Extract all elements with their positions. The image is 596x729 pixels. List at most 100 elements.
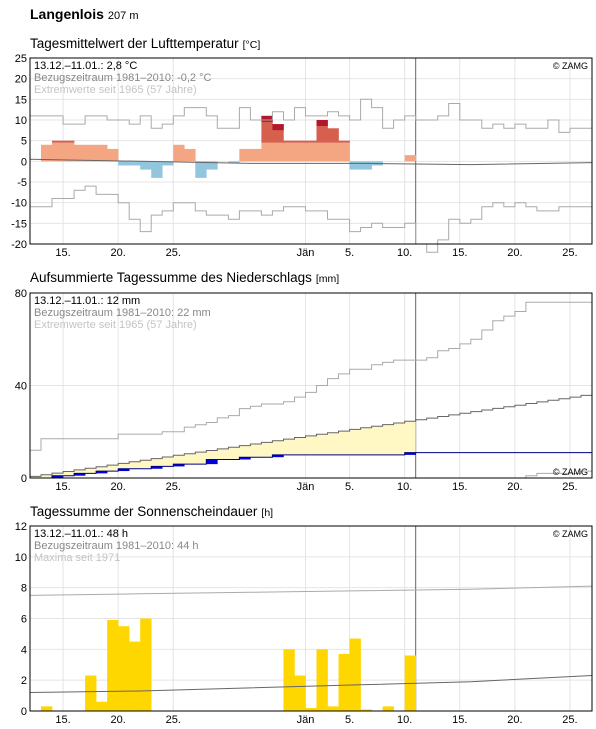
sunshine-xtick-label: 25. bbox=[166, 714, 181, 726]
temperature-bar-high bbox=[63, 140, 75, 143]
temperature-ytick-label: 15 bbox=[15, 94, 27, 106]
temperature-bar-high bbox=[316, 120, 328, 143]
precipitation-info-extremes: Extremwerte seit 1965 (57 Jahre) bbox=[34, 319, 197, 331]
precipitation-ytick-label: 0 bbox=[21, 473, 27, 485]
temperature-ytick-label: -5 bbox=[17, 177, 27, 189]
sunshine-xtick-label: 5. bbox=[345, 714, 354, 726]
station-header: Langenlois 207 m bbox=[30, 6, 138, 22]
precipitation-ytick-label: 40 bbox=[15, 381, 27, 393]
sunshine-chart-title: Tagessumme der Sonnenscheindauer [h] bbox=[30, 504, 273, 519]
station-name: Langenlois bbox=[30, 6, 104, 22]
temperature-info-extremes: Extremwerte seit 1965 (57 Jahre) bbox=[34, 84, 197, 96]
sunshine-bar bbox=[349, 638, 361, 711]
temperature-bar-high bbox=[327, 128, 339, 143]
precipitation-increment bbox=[74, 473, 86, 476]
sunshine-ytick-label: 2 bbox=[21, 675, 27, 687]
temperature-bar bbox=[96, 144, 108, 162]
temperature-ytick-label: -20 bbox=[11, 239, 27, 251]
precipitation-increment bbox=[96, 471, 108, 474]
sunshine-bar bbox=[85, 675, 97, 711]
temperature-bar-high bbox=[283, 140, 295, 143]
temperature-bar-high bbox=[52, 140, 64, 143]
sunshine-normal-line bbox=[29, 675, 593, 693]
temperature-bar-below bbox=[195, 161, 207, 178]
sunshine-bar bbox=[294, 675, 306, 711]
temperature-bar-high bbox=[272, 124, 284, 143]
temperature-ytick-label: 20 bbox=[15, 74, 27, 86]
temperature-bar bbox=[338, 142, 350, 162]
precipitation-min-line bbox=[30, 470, 592, 479]
sunshine-title-text: Tagessumme der Sonnenscheindauer bbox=[30, 504, 258, 519]
sunshine-xtick-label: 15. bbox=[55, 714, 70, 726]
precipitation-increment bbox=[239, 457, 251, 460]
sunshine-bar bbox=[338, 653, 350, 711]
temperature-xtick-label: 10. bbox=[397, 247, 412, 259]
sunshine-credit: © ZAMG bbox=[553, 529, 588, 539]
sunshine-xtick-label: 15. bbox=[452, 714, 467, 726]
precipitation-normal-line bbox=[30, 393, 593, 477]
precipitation-xtick-label: 10. bbox=[397, 481, 412, 493]
temperature-xtick-label: 25. bbox=[166, 247, 181, 259]
sunshine-bar bbox=[305, 707, 317, 711]
temperature-bar bbox=[63, 142, 75, 162]
sunshine-ytick-label: 10 bbox=[15, 552, 27, 564]
precipitation-xtick-label: 5. bbox=[345, 481, 354, 493]
sunshine-info-reference: Bezugszeitraum 1981–2010: 44 h bbox=[34, 540, 199, 552]
sunshine-bar bbox=[140, 618, 152, 711]
temperature-ytick-label: 25 bbox=[15, 53, 27, 65]
sunshine-bar bbox=[118, 626, 130, 711]
temperature-bar-record bbox=[316, 120, 328, 126]
temperature-info-reference: Bezugszeitraum 1981–2010: -0,2 °C bbox=[34, 72, 212, 84]
temperature-bar bbox=[305, 142, 317, 162]
temperature-credit: © ZAMG bbox=[553, 61, 588, 71]
precipitation-increment bbox=[52, 475, 64, 478]
sunshine-bar bbox=[107, 620, 119, 711]
precipitation-increment bbox=[118, 468, 130, 472]
temperature-min-line bbox=[30, 185, 592, 253]
precipitation-xtick-label: 25. bbox=[562, 481, 577, 493]
temperature-bar-below bbox=[129, 161, 141, 166]
precipitation-info-period: 13.12.–11.01.: 12 mm bbox=[34, 295, 140, 307]
precipitation-credit: © ZAMG bbox=[553, 467, 588, 477]
sunshine-bar bbox=[327, 706, 339, 711]
temperature-bar-below bbox=[206, 161, 218, 170]
temperature-bar bbox=[41, 144, 53, 162]
precipitation-xtick-label: Jän bbox=[297, 481, 315, 493]
temperature-bar bbox=[250, 148, 262, 162]
sunshine-bar bbox=[360, 709, 372, 711]
temperature-bar bbox=[239, 148, 251, 162]
temperature-bar bbox=[327, 142, 339, 162]
temperature-bar bbox=[107, 148, 119, 162]
temperature-xtick-label: 20. bbox=[507, 247, 522, 259]
sunshine-bar bbox=[316, 649, 328, 711]
sunshine-ytick-label: 6 bbox=[21, 614, 27, 626]
temperature-bar-high bbox=[338, 140, 350, 143]
precipitation-increment bbox=[173, 464, 185, 467]
temperature-bar-high bbox=[294, 140, 306, 143]
temperature-bar bbox=[52, 142, 64, 162]
sunshine-plot-frame bbox=[29, 525, 593, 712]
temperature-bar-below bbox=[162, 161, 174, 166]
precipitation-plot-frame bbox=[29, 292, 593, 479]
sunshine-ytick-label: 4 bbox=[21, 644, 27, 656]
station-elevation: 207 m bbox=[107, 10, 139, 22]
sunshine-bar bbox=[283, 649, 295, 711]
precipitation-xtick-label: 15. bbox=[452, 481, 467, 493]
temperature-bar-below bbox=[360, 161, 372, 170]
temperature-xtick-label: Jän bbox=[297, 247, 315, 259]
sunshine-info-extremes: Maxima seit 1971 bbox=[34, 552, 120, 564]
precipitation-xtick-label: 20. bbox=[507, 481, 522, 493]
temperature-bar-below bbox=[140, 161, 152, 170]
temperature-bar bbox=[294, 142, 306, 162]
precipitation-info-reference: Bezugszeitraum 1981–2010: 22 mm bbox=[34, 307, 211, 319]
temperature-title-text: Tagesmittelwert der Lufttemperatur bbox=[30, 36, 239, 51]
temperature-bar-below bbox=[228, 161, 240, 164]
sunshine-ytick-label: 0 bbox=[21, 706, 27, 718]
precipitation-increment bbox=[151, 466, 163, 469]
temperature-bar bbox=[316, 142, 328, 162]
precipitation-ytick-label: 80 bbox=[15, 288, 27, 300]
temperature-ytick-label: 10 bbox=[15, 115, 27, 127]
temperature-bar-below bbox=[349, 161, 361, 170]
